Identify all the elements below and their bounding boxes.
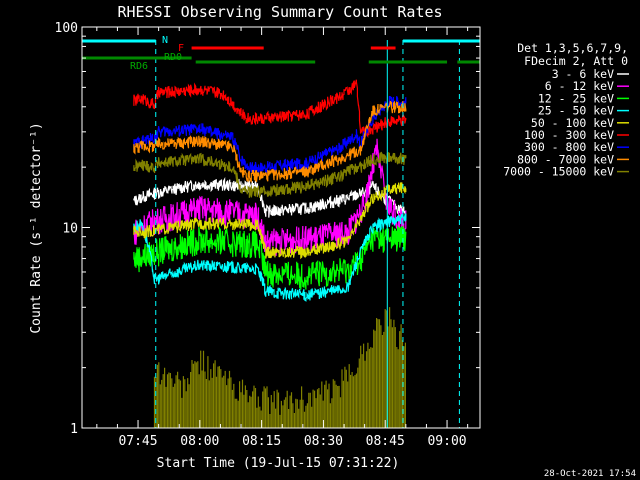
series-line-low-rate	[153, 307, 406, 428]
flag-rd0-label: RD0	[164, 52, 182, 63]
legend-label-6: 300 - 800 keV	[524, 140, 614, 154]
legend-label-4: 50 - 100 keV	[531, 116, 614, 130]
series-line-7	[133, 100, 407, 183]
legend-label-3: 25 - 50 keV	[538, 104, 614, 118]
y-tick-label-0: 1	[70, 422, 78, 437]
x-tick-label-1: 08:00	[180, 434, 219, 449]
legend-label-1: 6 - 12 keV	[545, 79, 614, 93]
legend-label-0: 3 - 6 keV	[552, 67, 614, 81]
series-line-5	[133, 79, 407, 138]
series-line-0	[133, 176, 407, 218]
chart-title: RHESSI Observing Summary Count Rates	[117, 3, 442, 21]
series-line-3	[133, 213, 407, 302]
legend-label-5: 100 - 300 keV	[524, 128, 614, 142]
y-tick-label-2: 100	[55, 21, 78, 36]
legend-header-line-2: FDecim 2, Att 0	[524, 54, 628, 68]
date-stamp: 28-Oct-2021 17:54	[544, 469, 636, 479]
series-line-1	[133, 138, 407, 256]
x-tick-label-3: 08:30	[304, 434, 343, 449]
legend-label-2: 12 - 25 keV	[538, 91, 614, 105]
series-line-8	[133, 151, 407, 198]
x-tick-label-4: 08:45	[366, 434, 405, 449]
flag-n-label: N	[162, 35, 168, 46]
x-tick-label-2: 08:15	[242, 434, 281, 449]
x-axis-label: Start Time (19-Jul-15 07:31:22)	[157, 456, 400, 471]
legend: Det 1,3,5,6,7,9, FDecim 2, Att 0 3 - 6 k…	[503, 41, 629, 179]
axis-layer: 07:45 08:00 08:15 08:30 08:45 09:00 1 10 100	[55, 21, 481, 449]
legend-header-line-1: Det 1,3,5,6,7,9,	[517, 41, 628, 55]
flag-rd6-label: RD6	[130, 61, 148, 72]
series-line-4	[133, 182, 407, 260]
legend-label-7: 800 - 7000 keV	[517, 152, 614, 166]
y-axis-label: Count Rate (s⁻¹ detector⁻¹)	[29, 122, 44, 333]
x-tick-label-5: 09:00	[427, 434, 466, 449]
flag-f-label: F	[178, 43, 184, 54]
y-tick-label-1: 10	[62, 222, 78, 237]
x-tick-label-0: 07:45	[118, 434, 157, 449]
plot-data-layer	[133, 79, 407, 428]
legend-label-8: 7000 - 15000 keV	[503, 165, 614, 179]
